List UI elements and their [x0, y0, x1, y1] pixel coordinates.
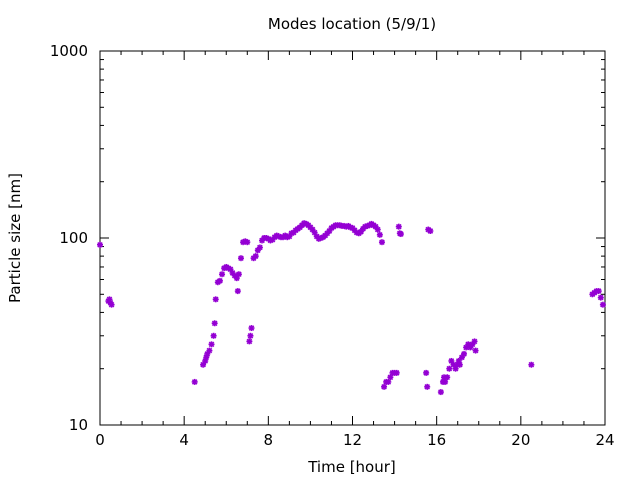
data-point [385, 378, 392, 385]
data-points [97, 220, 606, 396]
data-point [191, 378, 198, 385]
data-point [108, 301, 115, 308]
data-point [423, 369, 430, 376]
data-point [212, 296, 219, 303]
data-point [252, 253, 259, 260]
x-tick-label: 0 [95, 431, 105, 449]
data-point [235, 271, 242, 278]
data-point [395, 223, 402, 230]
data-point [97, 241, 103, 248]
x-tick-label: 24 [595, 431, 614, 449]
data-point [256, 244, 263, 251]
data-point [437, 389, 444, 396]
y-axis: 10 100 1000 [50, 42, 605, 434]
data-point [234, 288, 241, 295]
data-point [397, 231, 404, 238]
data-point [393, 369, 400, 376]
data-point [206, 347, 213, 354]
data-point [595, 288, 602, 295]
data-point [208, 341, 215, 348]
data-point [456, 361, 463, 368]
data-point [248, 325, 255, 332]
data-point [244, 239, 251, 246]
data-point [229, 269, 236, 276]
y-axis-label: Particle size [nm] [6, 173, 24, 303]
data-point [246, 338, 253, 345]
data-point [461, 350, 468, 357]
data-point [237, 255, 244, 262]
chart-title: Modes location (5/9/1) [268, 15, 436, 33]
data-point [374, 226, 381, 233]
x-tick-label: 8 [264, 431, 274, 449]
x-tick-label: 16 [427, 431, 446, 449]
x-tick-label: 20 [511, 431, 530, 449]
data-point [219, 271, 226, 278]
x-axis-label: Time [hour] [307, 458, 396, 476]
plot-frame [99, 50, 606, 426]
data-point [597, 294, 604, 301]
data-point [210, 332, 217, 339]
data-point [528, 361, 535, 368]
data-point [444, 374, 451, 381]
x-tick-label: 12 [343, 431, 362, 449]
data-point [216, 277, 223, 284]
data-point [446, 365, 453, 372]
y-tick-label: 1000 [50, 42, 88, 60]
data-point [472, 347, 479, 354]
data-point [247, 332, 254, 339]
y-tick-label: 10 [69, 416, 88, 434]
data-point [378, 239, 385, 246]
data-point [442, 378, 449, 385]
data-point [427, 228, 434, 235]
data-point [381, 383, 388, 390]
data-point [211, 320, 218, 327]
data-point [471, 338, 478, 345]
data-point [424, 383, 431, 390]
x-axis: 0 4 8 12 16 20 24 [95, 51, 615, 449]
y-tick-label: 100 [59, 229, 88, 247]
data-point [599, 301, 606, 308]
x-tick-label: 4 [179, 431, 189, 449]
data-point [376, 231, 383, 238]
